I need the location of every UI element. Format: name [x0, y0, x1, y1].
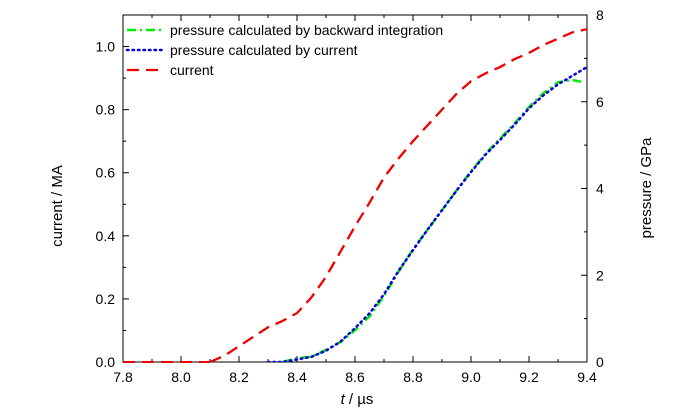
x-tick-label: 8.0 [171, 369, 191, 385]
legend: pressure calculated by backward integrat… [125, 22, 443, 78]
legend-label-1: pressure calculated by backward integrat… [170, 22, 443, 38]
x-axis: 7.8 8.0 8.2 8.4 8.6 8.8 9.0 9.2 9.4 [113, 15, 597, 385]
legend-label-3: current [170, 62, 214, 78]
x-tick-label: 9.4 [577, 369, 597, 385]
x-tick-label: 9.0 [461, 369, 481, 385]
series-line-3 [209, 28, 587, 362]
x-tick-label: 8.4 [287, 369, 307, 385]
left-y-tick-label: 0.6 [96, 165, 116, 181]
x-tick-label: 9.2 [519, 369, 539, 385]
right-y-axis-title: pressure / GPa [638, 137, 655, 239]
left-y-tick-label: 1.0 [96, 39, 116, 55]
x-tick-label: 7.8 [113, 369, 133, 385]
right-y-tick-label: 6 [596, 94, 604, 110]
right-y-tick-label: 8 [596, 7, 604, 23]
right-y-tick-label: 4 [596, 181, 604, 197]
right-y-axis: 0 2 4 6 8 [581, 7, 604, 370]
x-tick-label: 8.8 [403, 369, 423, 385]
left-y-tick-label: 0.8 [96, 102, 116, 118]
legend-label-2: pressure calculated by current [170, 42, 358, 58]
left-y-axis-title: current / MA [49, 165, 66, 247]
left-y-tick-label: 0.4 [96, 228, 116, 244]
right-y-tick-label: 0 [596, 354, 604, 370]
x-tick-label: 8.6 [345, 369, 365, 385]
left-y-tick-label: 0.0 [96, 354, 116, 370]
series-layer [123, 28, 587, 363]
left-y-axis: 0.0 0.2 0.4 0.6 0.8 1.0 [96, 14, 129, 370]
x-tick-label: 8.2 [229, 369, 249, 385]
x-axis-title: t / µs [341, 391, 374, 408]
series-line-2 [266, 65, 587, 362]
right-y-tick-label: 2 [596, 267, 604, 283]
left-y-tick-label: 0.2 [96, 291, 116, 307]
